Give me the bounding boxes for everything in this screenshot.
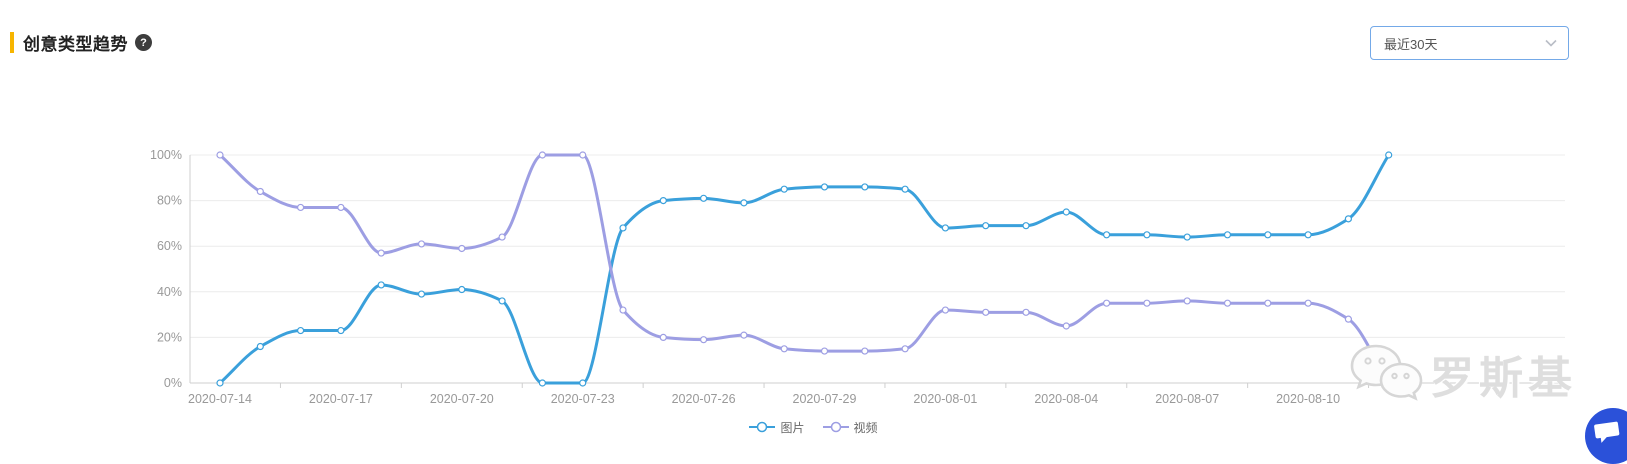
data-point-image [861,183,869,191]
panel-header: 创意类型趋势 ? [10,30,152,55]
y-axis-label: 20% [157,330,182,344]
help-icon[interactable]: ? [135,34,152,51]
data-point-image [901,185,909,193]
data-point-image [377,281,385,289]
data-point-image [740,199,748,207]
data-point-video [1143,299,1151,307]
data-point-image [619,224,627,232]
data-point-video [1385,379,1393,387]
y-axis-label: 100% [150,148,182,162]
y-axis-label: 80% [157,194,182,208]
data-point-image [337,326,345,335]
data-point-image [1102,231,1111,239]
chat-bubble-icon [1593,419,1622,444]
data-point-video [1304,299,1312,307]
series-line-image [218,153,1391,385]
data-point-video [619,306,627,314]
chart-legend: 图片 视频 [0,416,1627,438]
data-point-image [1385,151,1393,159]
data-point-video [699,336,708,344]
x-axis-label: 2020-07-17 [309,392,373,406]
page-title: 创意类型趋势 [23,35,128,54]
data-point-image [417,290,426,298]
data-point-image [1183,233,1191,241]
data-point-video [861,347,869,355]
x-axis-label: 2020-08-04 [1034,392,1098,406]
data-point-image [1344,215,1353,223]
data-point-image [1143,231,1151,239]
data-point-image [1062,208,1070,216]
feedback-fab-button[interactable] [1585,408,1627,464]
x-axis-label: 2020-07-23 [551,392,615,406]
data-point-video [1062,322,1070,330]
data-point-video [982,308,990,316]
data-point-image [1304,231,1312,239]
data-point-video [417,240,426,248]
data-point-video [256,187,264,196]
x-axis-label: 2020-07-14 [188,392,252,406]
data-point-image [458,285,466,294]
data-point-image [941,224,950,232]
data-point-video [901,345,909,353]
data-point-image [780,185,788,193]
data-point-video [740,331,748,339]
series-line-video [218,153,1391,385]
data-point-image [579,379,587,387]
data-point-video [579,151,587,159]
legend-marker-image [749,421,776,433]
legend-marker-video [822,421,849,433]
data-point-video [297,203,305,212]
data-point-image [538,379,547,387]
title-accent-bar [10,32,14,53]
data-point-image [820,183,829,191]
legend-label: 图片 [780,420,805,435]
y-axis-label: 40% [157,285,182,299]
data-point-image [498,297,506,305]
data-point-image [1022,222,1030,230]
x-axis-label: 2020-07-29 [793,392,857,406]
data-point-video [1344,315,1353,323]
data-point-video [941,306,950,314]
data-point-video [458,244,466,253]
period-dropdown-value: 最近30天 [1384,36,1438,52]
x-axis-label: 2020-08-10 [1276,392,1340,406]
data-point-video [337,203,345,212]
data-point-video [498,233,506,241]
data-point-video [820,347,829,355]
y-axis-label: 60% [157,239,182,253]
data-point-video [538,151,547,159]
x-axis-label: 2020-08-01 [913,392,977,406]
data-point-image [982,222,990,230]
data-point-video [377,249,385,257]
data-point-image [1264,231,1272,239]
data-point-video [1264,299,1272,307]
data-point-image [256,342,264,351]
data-point-image [699,194,708,202]
x-axis-label: 2020-07-20 [430,392,494,406]
data-point-video [1102,299,1111,307]
data-point-video [1183,297,1191,305]
x-axis-label: 2020-07-26 [672,392,736,406]
legend-item-image[interactable]: 图片 [749,419,805,436]
data-point-image [297,326,305,335]
chevron-down-icon [1545,39,1557,47]
data-point-image [216,379,224,387]
x-axis-label: 2020-08-07 [1155,392,1219,406]
data-point-video [216,151,224,159]
period-dropdown[interactable]: 最近30天 [1370,26,1569,60]
data-point-image [1223,231,1232,239]
legend-label: 视频 [853,420,878,435]
y-axis-label: 0% [164,376,182,390]
legend-item-video[interactable]: 视频 [822,419,878,436]
data-point-video [659,333,667,341]
data-point-video [1022,308,1030,316]
data-point-video [780,345,788,353]
data-point-image [659,197,667,205]
data-point-video [1223,299,1232,307]
